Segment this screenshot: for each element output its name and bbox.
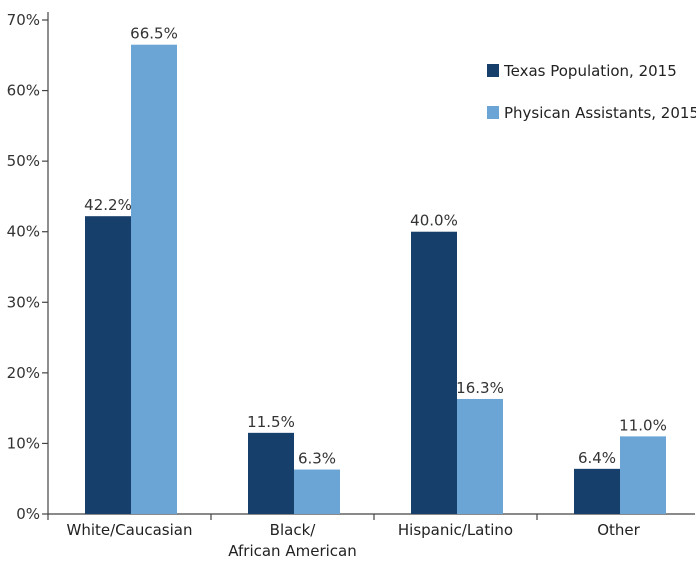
bar-physician-assistants bbox=[131, 44, 177, 514]
x-category-label: Other bbox=[597, 521, 640, 539]
bar-physician-assistants bbox=[457, 398, 503, 514]
data-label: 66.5% bbox=[130, 25, 178, 43]
bar-texas-population bbox=[248, 432, 294, 514]
bars bbox=[85, 44, 666, 514]
x-axis: White/Caucasian Black/African American His… bbox=[47, 513, 695, 560]
y-tick-label: 20% bbox=[7, 364, 40, 382]
bar-texas-population bbox=[574, 468, 620, 514]
data-label: 6.4% bbox=[578, 449, 616, 467]
x-category-label: Hispanic/Latino bbox=[398, 521, 513, 539]
data-label: 42.2% bbox=[84, 196, 132, 214]
legend-swatch bbox=[487, 64, 499, 77]
data-label: 40.0% bbox=[410, 212, 458, 230]
data-label: 11.0% bbox=[619, 416, 667, 434]
x-category-label: White/Caucasian bbox=[67, 521, 193, 539]
y-tick-label: 40% bbox=[7, 223, 40, 241]
y-tick-label: 70% bbox=[7, 11, 40, 29]
legend-label: Physican Assistants, 2015 bbox=[504, 104, 696, 122]
x-category-label: Black/ bbox=[270, 521, 317, 539]
y-tick-label: 0% bbox=[16, 505, 40, 523]
bar-physician-assistants bbox=[294, 469, 340, 514]
data-label: 6.3% bbox=[298, 450, 336, 468]
y-axis: 0% 10% 20% 30% 40% 50% 60% 70% bbox=[7, 11, 49, 523]
y-tick-label: 60% bbox=[7, 82, 40, 100]
legend-swatch bbox=[487, 106, 499, 119]
y-tick-label: 30% bbox=[7, 293, 40, 311]
bar-texas-population bbox=[411, 231, 457, 514]
y-tick-label: 10% bbox=[7, 434, 40, 452]
data-label: 16.3% bbox=[456, 379, 504, 397]
legend-label: Texas Population, 2015 bbox=[503, 62, 677, 80]
data-labels: 42.2% 11.5% 40.0% 6.4% 66.5% 6.3% 16.3% 11.0% bbox=[84, 25, 667, 468]
bar-physician-assistants bbox=[620, 436, 666, 514]
bar-texas-population bbox=[85, 216, 131, 514]
data-label: 11.5% bbox=[247, 413, 295, 431]
y-tick-label: 50% bbox=[7, 152, 40, 170]
x-category-label: African American bbox=[228, 542, 356, 560]
legend: Texas Population, 2015 Physican Assistant… bbox=[487, 62, 696, 122]
